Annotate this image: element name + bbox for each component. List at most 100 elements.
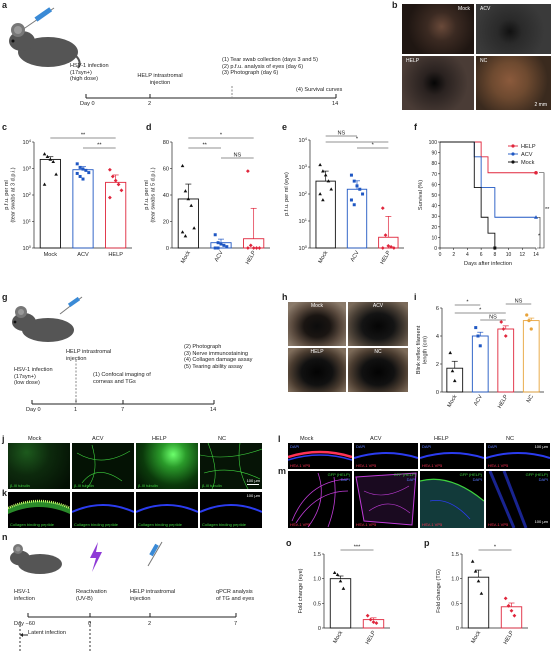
y-tick-label: 10 [431, 235, 437, 241]
data-point [474, 326, 478, 330]
y-tick-label: 101 [23, 218, 32, 226]
stain-label: HSV-1 VP5 [356, 522, 377, 527]
eye-photo-nc: NC [348, 348, 408, 392]
stain-label: Collagen binding peptide [138, 522, 183, 527]
data-point [389, 244, 394, 249]
step1-line1: (1) Confocal imaging of [93, 372, 151, 378]
x-tick-label: ACV [350, 250, 361, 263]
qpcr-line1: qPCR analysis [216, 589, 253, 595]
step2: (2) p.f.u. analysis of eyes (day 6) [222, 63, 304, 70]
stain-label: GFP (HELP) [393, 472, 416, 477]
data-point [251, 246, 256, 250]
x-tick-label: 10 [506, 252, 512, 258]
data-point [54, 172, 58, 176]
infection-line3: (high dose) [70, 76, 98, 83]
photo-label: HELP [406, 58, 420, 64]
photo-mock-b: Mock [402, 4, 474, 54]
infection-line2: (17syn+) [14, 373, 36, 380]
y-tick-label: 102 [299, 190, 308, 198]
infection-line1: HSV-1 infection [70, 63, 109, 69]
step3: (3) Nerve immunostaining [184, 350, 249, 357]
data-point [219, 242, 223, 246]
data-point [335, 572, 340, 577]
panel-label-c: c [2, 122, 8, 132]
y-tick-label: 2 [436, 362, 439, 368]
stain-label: HSV-1 VP5 [488, 522, 509, 527]
scale-bar-label: 100 μm [534, 444, 548, 449]
data-point [213, 246, 217, 250]
micrograph-j-nc: β-III tubulin 100 μm [200, 443, 262, 489]
data-point [78, 165, 82, 169]
panel-label-f: f [414, 122, 417, 132]
reactivation-label: Reactivation (UV-B) [76, 589, 107, 602]
data-point [45, 154, 50, 158]
y-axis-label: p.f.u. per ml [4, 180, 10, 210]
scale-bar-label: 100 μm [246, 478, 260, 483]
data-point [81, 167, 85, 171]
y-axis-label: Fold change (TG) [436, 569, 442, 613]
data-point [383, 233, 388, 238]
panel-label-o: o [286, 538, 292, 548]
day0-g: Day 0 [26, 407, 41, 413]
x-tick-label: ACV [214, 250, 225, 263]
data-point [318, 162, 322, 167]
qpcr-line2: of TG and eyes [216, 595, 255, 602]
chart-e: 100 101 102 103 104 p.f.u. per ml (eye) Mock AC… [284, 131, 404, 266]
series-marker [493, 246, 497, 250]
data-point [183, 189, 188, 193]
data-point [529, 327, 533, 331]
stain-label: β-III tubulin [138, 483, 158, 488]
data-point [349, 173, 353, 177]
y-tick-label: 1.5 [313, 552, 321, 558]
eye-photo-acv: ACV [348, 302, 408, 346]
mouse-icon [12, 306, 74, 342]
day2-a: 2 [148, 101, 152, 107]
panel-label-g: g [2, 292, 8, 302]
chart-c: 100 101 102 103 104 p.f.u. per ml (tear swabs … [4, 133, 132, 258]
infection-label-a: HSV-1 infection (17syn+) (high dose) [70, 63, 109, 83]
micrograph-j-help: β-III tubulin [136, 443, 198, 489]
day0-a: Day 0 [80, 101, 95, 107]
data-point [503, 596, 508, 601]
col-label-acv-l: ACV [370, 436, 382, 442]
data-point [355, 184, 359, 188]
significance-label: *** [354, 545, 361, 551]
help-label-g: HELP intrastromal injection [66, 349, 111, 362]
chart-p: 0 0.5 1.0 1.5 Fold change (TG) Mock HELP * [436, 545, 528, 646]
x-tick-label: 4 [466, 252, 469, 258]
data-point [183, 234, 188, 238]
data-point [501, 327, 506, 331]
significance-bracket [537, 216, 541, 249]
micrograph-m-nc: GFP (HELP) DAPI HSV-1 VP5 100 μm [486, 471, 550, 528]
day2-n: 2 [148, 621, 152, 627]
chart-i: 0 2 4 6 Blink reflex filament length (cm) Mock… [416, 299, 544, 410]
micrograph-m-help: GFP (HELP) DAPI HSV-1 VP5 [420, 471, 484, 528]
x-tick-label: Mock [447, 394, 459, 409]
y-tick-label: 104 [299, 136, 308, 144]
panel-label-d: d [146, 122, 152, 132]
data-point [479, 591, 484, 595]
photo-help-b: HELP [402, 56, 474, 110]
help-line1: HELP intrastromal [66, 349, 112, 355]
y-axis-label: Blink reflex filament [416, 325, 422, 374]
stain-label: HSV-1 VP5 [290, 463, 311, 468]
data-point [361, 192, 365, 196]
data-point [476, 334, 480, 338]
significance-label: * [494, 545, 497, 551]
y-tick-label: 80 [163, 140, 169, 146]
data-point [365, 613, 370, 618]
y-tick-label: 60 [431, 182, 437, 188]
data-point [321, 169, 325, 173]
stain-label: DAPI [290, 444, 300, 449]
data-point [84, 168, 88, 172]
stain-label: HSV-1 VP5 [488, 463, 509, 468]
data-point [371, 620, 376, 624]
data-point [525, 313, 529, 317]
series-marker [534, 170, 538, 175]
data-point [512, 613, 517, 618]
panel-label-j: j [2, 434, 5, 444]
bar-mock [329, 578, 352, 629]
y-tick-label: 20 [431, 225, 437, 231]
data-point [222, 243, 226, 247]
y-tick-label: 100 [429, 140, 438, 146]
